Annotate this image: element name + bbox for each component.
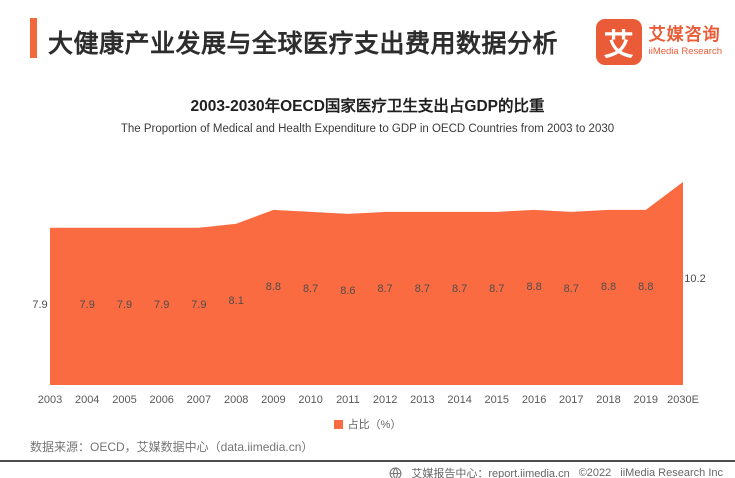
x-axis-label: 2015 (485, 394, 509, 406)
value-label: 8.7 (489, 283, 504, 295)
legend-label: 占比（%） (347, 419, 402, 431)
x-axis-label: 2008 (224, 394, 248, 406)
company-text: iiMedia Research Inc (620, 467, 723, 478)
x-axis-label: 2017 (559, 394, 583, 406)
x-axis-label: 2007 (187, 394, 211, 406)
value-label: 7.9 (32, 299, 47, 311)
globe-icon (389, 467, 402, 478)
value-label: 10.2 (684, 273, 705, 285)
iimedia-logo: 艾 艾媒咨询 iiMedia Research (595, 19, 722, 65)
value-label: 8.7 (564, 283, 579, 295)
x-axis-label: 2003 (38, 394, 62, 406)
value-label: 8.8 (266, 281, 281, 293)
logo-name-en: iiMedia Research (648, 46, 722, 58)
chart-title: 2003-2030年OECD国家医疗卫生支出占GDP的比重 (190, 98, 545, 115)
x-axis-label: 2014 (447, 394, 471, 406)
value-label: 8.7 (377, 283, 392, 295)
value-label: 7.9 (191, 299, 206, 311)
x-axis-label: 2010 (298, 394, 322, 406)
value-label: 8.1 (229, 295, 244, 307)
footer-bar: 艾媒报告中心：report.iimedia.cn ©2022 iiMedia R… (389, 465, 723, 478)
value-label: 7.9 (117, 299, 132, 311)
logo-name-cn: 艾媒咨询 (648, 25, 721, 45)
title-accent-bar (30, 18, 37, 58)
value-label: 8.8 (638, 281, 653, 293)
page-title: 大健康产业发展与全球医疗支出费用数据分析 (48, 30, 559, 58)
chart-subtitle: The Proportion of Medical and Health Exp… (120, 123, 615, 135)
value-label: 8.6 (340, 285, 355, 297)
area-chart: 7.9 7.9 7.9 7.9 7.9 8.1 8.8 8.7 8.6 8.7 8.7 8.7 8.7 8… (32, 182, 706, 406)
value-label: 7.9 (154, 299, 169, 311)
legend-swatch (333, 419, 343, 429)
x-axis-label: 2013 (410, 394, 434, 406)
copyright-text: ©2022 (578, 467, 612, 478)
x-axis-label: 2004 (75, 394, 99, 406)
value-label: 8.7 (303, 283, 318, 295)
x-axis-label: 2005 (112, 394, 136, 406)
x-axis-label: 2012 (373, 394, 397, 406)
x-axis-label: 2016 (522, 394, 546, 406)
report-center-text: 艾媒报告中心：report.iimedia.cn (411, 468, 570, 478)
x-axis-label: 2030E (667, 394, 699, 406)
x-axis-label: 2019 (634, 394, 658, 406)
value-label: 8.7 (415, 283, 430, 295)
chart-legend: 占比（%） (0, 416, 735, 432)
x-axis-label: 2011 (336, 394, 360, 406)
iimedia-logo-text: 艾媒咨询 iiMedia Research (649, 26, 722, 57)
x-axis-label: 2009 (261, 394, 285, 406)
area-series (50, 182, 683, 385)
x-axis-label: 2018 (596, 394, 620, 406)
x-axis-label: 2006 (149, 394, 173, 406)
value-label: 8.7 (452, 283, 467, 295)
value-label: 8.8 (601, 281, 616, 293)
value-label: 8.8 (526, 281, 541, 293)
iimedia-logo-icon: 艾 (595, 19, 642, 65)
value-label: 7.9 (80, 299, 95, 311)
data-source: 数据来源：OECD，艾媒数据中心（data.iimedia.cn） (30, 440, 314, 454)
footer-divider (0, 460, 735, 462)
